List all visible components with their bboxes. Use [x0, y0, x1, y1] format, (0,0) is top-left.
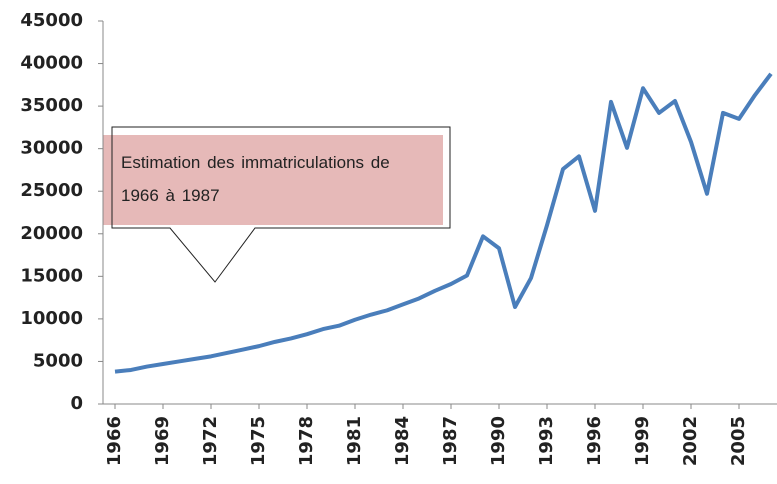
x-tick-label: 1981 — [344, 416, 365, 466]
y-tick-label: 5000 — [33, 350, 83, 371]
x-tick-label: 1999 — [632, 416, 653, 466]
x-tick-label: 1993 — [536, 416, 557, 466]
x-tick-label: 1990 — [488, 416, 509, 466]
x-tick-label: 1978 — [296, 416, 317, 466]
y-tick-label: 10000 — [20, 308, 83, 329]
y-tick-label: 15000 — [20, 265, 83, 286]
y-tick-label: 20000 — [20, 223, 83, 244]
series-line — [114, 72, 773, 374]
y-tick-label: 25000 — [20, 180, 83, 201]
x-tick-label: 1975 — [248, 416, 269, 466]
annotation-fill — [103, 135, 443, 225]
y-tick-label: 45000 — [20, 10, 83, 31]
x-tick-label: 2005 — [728, 416, 749, 466]
y-tick-label: 35000 — [20, 95, 83, 116]
x-tick-label: 1984 — [392, 416, 413, 466]
y-tick-label: 40000 — [20, 53, 83, 74]
y-tick-label: 0 — [70, 393, 83, 414]
annotation: Estimation des immatriculations de 1966 … — [121, 153, 390, 205]
x-tick-label: 1969 — [152, 416, 173, 466]
y-tick-label: 30000 — [20, 138, 83, 159]
annotation-callout — [111, 126, 451, 283]
x-tick-label: 1972 — [200, 416, 221, 466]
x-tick-label: 1966 — [104, 416, 125, 466]
x-tick-label: 2002 — [680, 416, 701, 466]
x-tick-label: 1987 — [440, 416, 461, 466]
x-tick-label: 1996 — [584, 416, 605, 466]
